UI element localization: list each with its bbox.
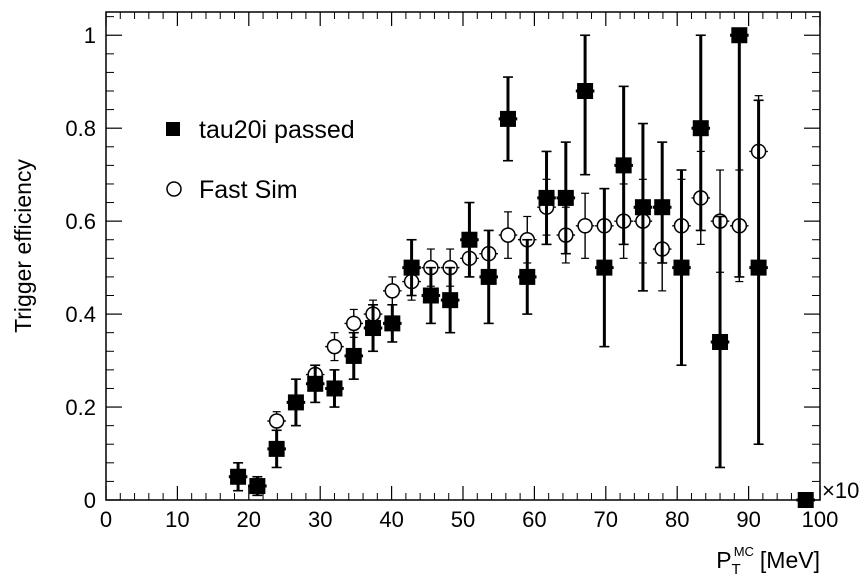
x-axis-title-unit: [MeV]: [760, 547, 820, 573]
x-tick-label: 70: [594, 507, 618, 532]
data-point-filled-square: [461, 231, 478, 248]
data-point-filled-square: [326, 380, 343, 397]
data-point-open-circle: [326, 338, 343, 355]
x-tick-label: 90: [736, 507, 760, 532]
data-point-open-circle: [384, 283, 401, 299]
data-point-filled-square: [712, 333, 729, 350]
data-point-filled-square: [731, 27, 748, 44]
data-point-filled-square: [615, 157, 632, 174]
y-tick-label: 0: [84, 488, 96, 513]
data-point-filled-square: [268, 440, 285, 457]
data-point-filled-square: [422, 287, 439, 304]
data-point-filled-square: [442, 292, 459, 309]
x-axis-title-sup: MC: [734, 544, 754, 559]
series-tau20i-passed: [228, 27, 816, 508]
x-tick-label: 40: [379, 507, 403, 532]
data-point-open-circle: [346, 315, 362, 332]
y-tick-label: 1: [84, 23, 96, 48]
data-point-filled-square: [384, 315, 401, 332]
x-tick-label: 30: [308, 507, 332, 532]
data-point-filled-square: [797, 492, 814, 508]
data-point-filled-square: [692, 120, 709, 137]
x-axis-title-main: P: [716, 547, 731, 573]
legend: tau20i passed Fast Sim: [166, 116, 355, 204]
y-tick-label: 0.2: [65, 395, 96, 420]
x-tick-label: 80: [665, 507, 689, 532]
y-tick-label: 0.8: [65, 116, 96, 141]
data-point-filled-square: [480, 268, 497, 285]
x-tick-label: 20: [237, 507, 261, 532]
data-point-open-circle: [268, 413, 285, 429]
data-point-filled-square: [287, 394, 304, 411]
legend-entry-fastsim: Fast Sim: [166, 176, 298, 204]
data-point-filled-square: [557, 189, 574, 206]
data-point-filled-square: [654, 199, 671, 216]
x-axis-ticks: 0 10 20 30 40 50 60 70 80 90 100: [100, 12, 838, 532]
data-point-filled-square: [750, 259, 767, 276]
data-point-filled-square: [538, 189, 555, 206]
series-fast-sim: [267, 95, 768, 431]
data-point-filled-square: [519, 268, 536, 285]
x-tick-label: 10: [165, 507, 189, 532]
data-point-filled-square: [596, 259, 613, 276]
data-point-filled-square: [345, 347, 362, 364]
legend-marker-open-circle: [166, 181, 182, 197]
y-axis-ticks: 0 0.2 0.4 0.6 0.8 1: [65, 16, 820, 513]
x-tick-label: 0: [100, 507, 112, 532]
data-point-open-circle: [500, 227, 516, 243]
x-tick-label: 100: [802, 507, 839, 532]
data-point-filled-square: [499, 110, 516, 127]
data-point-filled-square: [230, 468, 247, 485]
data-point-open-circle: [577, 218, 593, 234]
x-tick-label: 50: [451, 507, 475, 532]
legend-marker-filled-square: [166, 122, 180, 136]
legend-label-tau20i: tau20i passed: [199, 116, 355, 144]
x-axis-title: PT MC [MeV]: [716, 544, 820, 578]
data-point-filled-square: [673, 259, 690, 276]
data-point-filled-square: [403, 259, 420, 276]
data-series-layer: [228, 27, 816, 508]
y-tick-label: 0.4: [65, 302, 96, 327]
x-axis-multiplier: ×10: [822, 478, 859, 503]
x-axis-title-sub: T: [732, 561, 741, 578]
data-point-filled-square: [634, 199, 651, 216]
x-tick-label: 60: [522, 507, 546, 532]
data-point-filled-square: [249, 478, 266, 495]
legend-label-fastsim: Fast Sim: [199, 176, 298, 204]
data-point-filled-square: [577, 83, 594, 100]
data-point-filled-square: [307, 375, 324, 392]
data-point-filled-square: [365, 320, 382, 337]
legend-entry-tau20i: tau20i passed: [166, 116, 355, 144]
y-axis-title: Trigger efficiency: [10, 159, 36, 333]
y-tick-label: 0.6: [65, 209, 96, 234]
